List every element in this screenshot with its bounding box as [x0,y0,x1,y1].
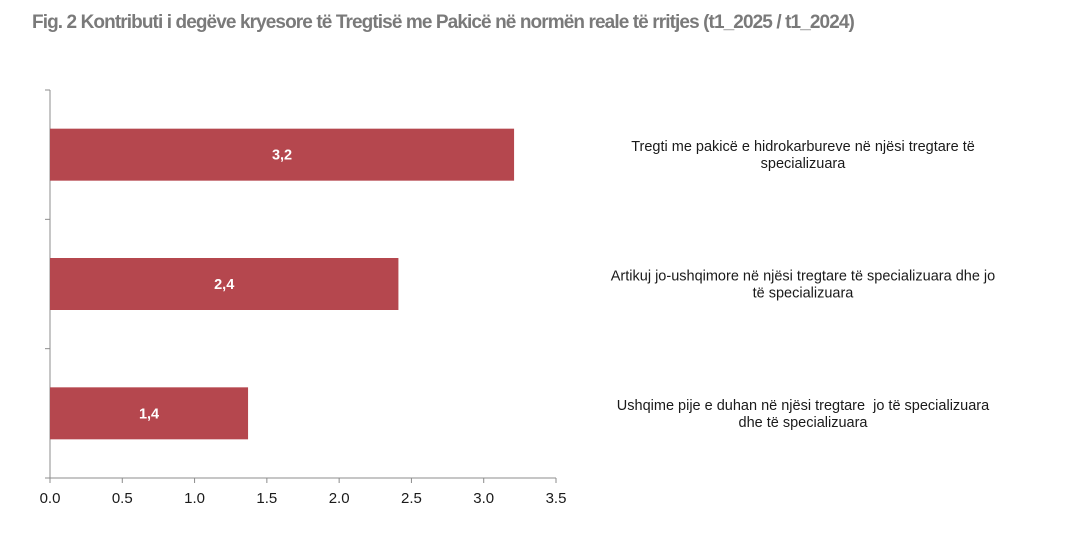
category-label: Artikuj jo-ushqimore në njësi tregtare t… [611,269,995,285]
data-label: 3,2 [272,148,292,164]
bar [50,387,249,440]
x-tick-label: 1.0 [184,490,205,507]
category-label: dhe të specializuara [739,415,869,431]
x-tick-label: 0.5 [112,490,133,507]
data-label: 2,4 [214,277,234,293]
x-tick-label: 3.0 [473,490,494,507]
category-label: specializuara [761,156,847,172]
x-tick-label: 1.5 [256,490,277,507]
x-tick-label: 3.5 [546,490,567,507]
category-label: Tregti me pakicë e hidrokarbureve në një… [631,139,975,155]
category-label: të specializuara [753,286,855,302]
data-label: 1,4 [139,406,159,422]
bar [50,128,515,181]
x-tick-label: 0.0 [40,490,61,507]
x-tick-label: 2.0 [329,490,350,507]
x-tick-label: 2.5 [401,490,422,507]
category-label: Ushqime pije e duhan në njësi tregtare j… [617,398,990,414]
bar [50,258,399,310]
chart-title: Fig. 2 Kontributi i degëve kryesore të T… [32,12,855,33]
